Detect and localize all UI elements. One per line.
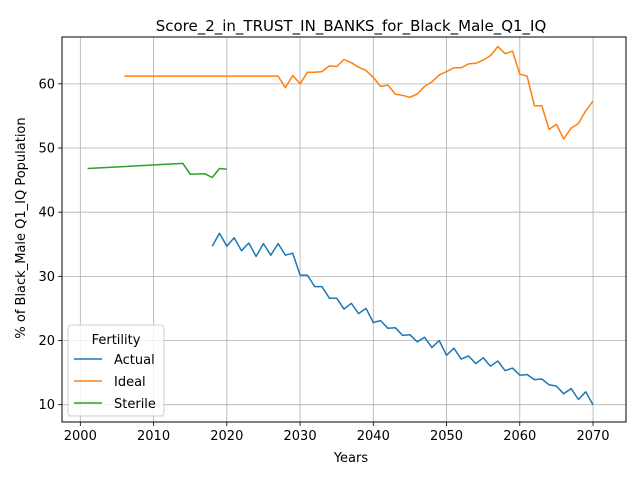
x-tick-label: 2010 (137, 429, 170, 444)
chart-title: Score_2_in_TRUST_IN_BANKS_for_Black_Male… (156, 17, 547, 36)
series-line-ideal (124, 45, 594, 140)
legend-label-sterile: Sterile (114, 397, 156, 412)
x-axis-label: Years (333, 451, 369, 466)
legend-items: Actual Ideal Sterile (74, 353, 156, 412)
legend-box (67, 324, 165, 417)
series-line-actual (211, 232, 594, 406)
x-axis-ticks: 2000 2010 2020 2030 2040 2050 2060 2070 (64, 422, 610, 444)
legend-title: Fertility (92, 333, 141, 348)
x-tick-label: 2030 (284, 429, 317, 444)
legend-label-ideal: Ideal (114, 375, 146, 390)
x-tick-label: 2060 (503, 429, 536, 444)
x-tick-label: 2000 (64, 429, 97, 444)
x-tick-label: 2020 (210, 429, 243, 444)
y-tick-label: 30 (38, 270, 55, 285)
y-tick-label: 50 (38, 142, 55, 157)
legend: Fertility Actual Ideal Sterile (67, 324, 165, 417)
y-tick-label: 60 (38, 77, 55, 92)
x-tick-label: 2050 (430, 429, 463, 444)
y-axis-ticks: 10 20 30 40 50 60 (38, 77, 62, 413)
series-line-sterile (87, 162, 227, 179)
legend-label-actual: Actual (114, 353, 155, 368)
series-lines (87, 45, 594, 406)
plot-frame (61, 36, 627, 423)
y-axis-label: % of Black_Male Q1_IQ Population (14, 117, 29, 338)
y-tick-label: 10 (38, 398, 55, 413)
y-tick-label: 40 (38, 206, 55, 221)
x-tick-label: 2070 (576, 429, 609, 444)
x-tick-label: 2040 (357, 429, 390, 444)
y-tick-label: 20 (38, 334, 55, 349)
